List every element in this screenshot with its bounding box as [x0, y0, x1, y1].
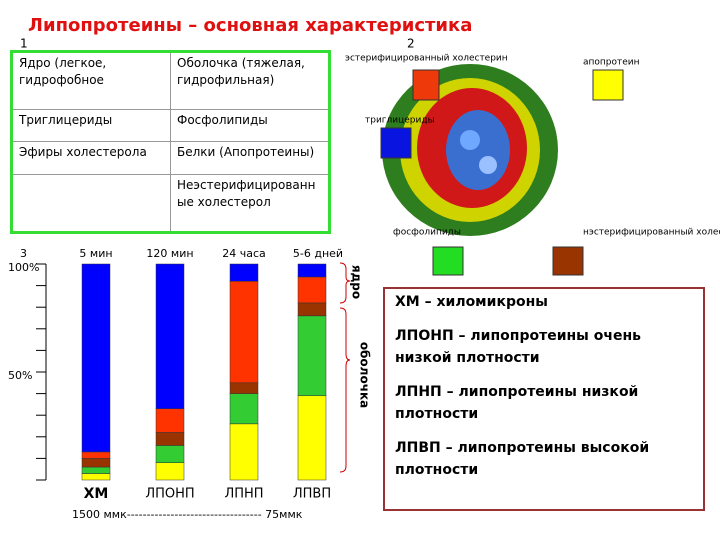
swatch [380, 127, 412, 159]
cell: Триглицериды [11, 109, 171, 143]
time-label: 5-6 дней [293, 247, 343, 260]
diagram-label: триглицериды [365, 116, 435, 126]
time-label: 24 часа [222, 247, 266, 260]
swatch [552, 246, 584, 276]
bar-segment [297, 302, 327, 317]
bar-segment [229, 281, 259, 384]
y-tick-label: 100% [8, 261, 39, 274]
bar-segment [81, 473, 111, 481]
category-label: ХМ [84, 486, 109, 502]
bar-segment [297, 395, 327, 481]
cell: Ядро (легкое, гидрофобное [11, 50, 171, 111]
bar-segment [297, 263, 327, 278]
lipoprotein-picture: эстерифицированный холестерин апопротеин… [345, 54, 720, 276]
category-label: ЛПОНП [145, 487, 194, 502]
legend-line: ЛПОНП – липопротеины очень низкой плотно… [395, 328, 641, 366]
diagram-label: нэстерифицированный холестерин [583, 228, 720, 238]
swatch [412, 69, 440, 101]
cell: Оболочка (тяжелая, гидрофильная) [170, 50, 330, 111]
diagram-label: апопротеин [583, 58, 640, 68]
legend-line: ЛПВП – липопротеины высокой плотности [395, 440, 650, 478]
panel-number: 3 [20, 247, 27, 260]
category-label: ЛПНП [224, 487, 263, 502]
cell: Эфиры холестерола [11, 141, 171, 175]
brace [339, 262, 351, 304]
cell: Белки (Апопротеины) [170, 141, 330, 175]
bar-segment [81, 263, 111, 453]
diagram-label: эстерифицированный холестерин [345, 54, 508, 64]
time-label: 120 мин [146, 247, 193, 260]
side-label: оболочка [358, 342, 372, 408]
panel-number: 2 [407, 37, 415, 51]
bar-segment [229, 423, 259, 481]
cell [11, 173, 171, 234]
particle-dot [479, 156, 497, 174]
bar-segment [155, 408, 185, 433]
cell: Фосфолипиды [170, 109, 330, 143]
bar-segment [229, 263, 259, 282]
bar-segment [297, 276, 327, 304]
cell: Неэстерифицированные холестерол [170, 173, 330, 234]
title: Липопротеины – основная характеристика [28, 15, 472, 36]
particle-center [446, 110, 510, 190]
bar-segment [229, 382, 259, 394]
bar-segment [155, 462, 185, 481]
category-label: ЛПВП [293, 487, 331, 502]
side-label: ядро [350, 265, 364, 299]
bar-segment [81, 451, 111, 459]
bar-segment [155, 432, 185, 446]
legend-line: ХМ – хиломикроны [395, 294, 548, 310]
bar-segment [297, 315, 327, 397]
brace [339, 307, 351, 473]
bar-segment [81, 466, 111, 474]
table: Ядро (легкое, гидрофобное Оболочка (тяжел… [10, 50, 331, 234]
swatch [432, 246, 464, 276]
bar-segment [229, 393, 259, 425]
bar-segment [155, 263, 185, 409]
panel-number: 1 [20, 37, 28, 51]
diagram-label: фосфолипиды [393, 228, 461, 238]
legend-line: ЛПНП – липопротеины низкой плотности [395, 384, 639, 422]
footer: 1500 ммк--------------------------------… [72, 508, 303, 521]
time-label: 5 мин [79, 247, 112, 260]
swatch [592, 69, 624, 101]
y-tick-label: 50% [8, 369, 32, 382]
bar-segment [155, 445, 185, 463]
bar-segment [81, 458, 111, 468]
legend-box: ХМ – хиломикроны ЛПОНП – липопротеины оч… [383, 287, 705, 511]
particle-dot [460, 130, 480, 150]
